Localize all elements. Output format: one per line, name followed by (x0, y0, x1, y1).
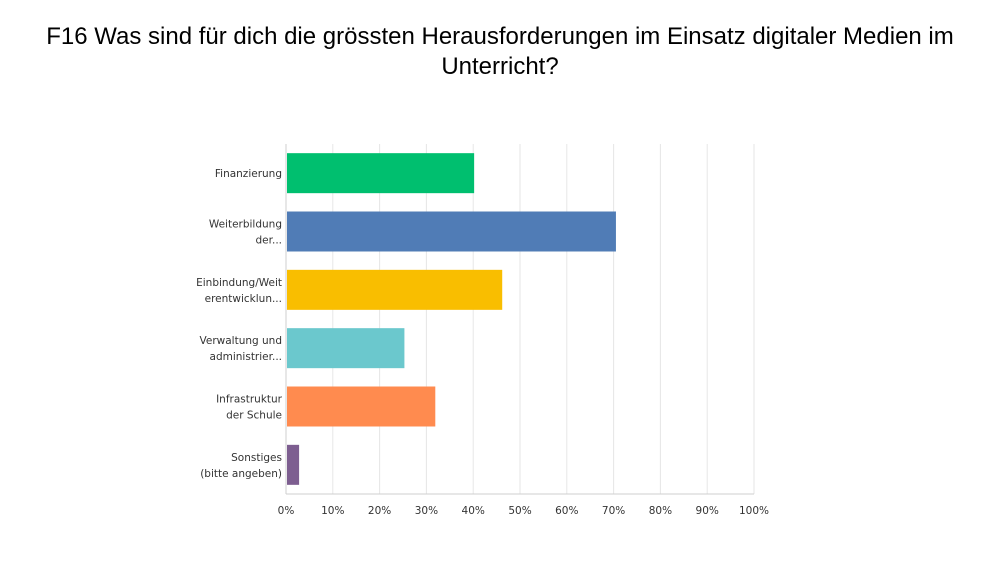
category-label: Sonstiges (231, 452, 282, 464)
category-label: Finanzierung (215, 168, 282, 180)
x-tick-label: 60% (555, 505, 578, 517)
category-label: Infrastruktur (216, 394, 283, 406)
chart-title: F16 Was sind für dich die grössten Herau… (46, 23, 954, 80)
x-tick-label: 100% (739, 505, 769, 517)
category-label: Verwaltung und (200, 335, 283, 347)
bar (287, 444, 300, 485)
x-tick-label: 50% (508, 505, 531, 517)
category-label: (bitte angeben) (200, 468, 282, 480)
category-label: erentwicklun... (205, 293, 282, 305)
x-tick-label: 10% (321, 505, 344, 517)
x-tick-label: 70% (602, 505, 625, 517)
bar (287, 153, 475, 194)
category-label: Einbindung/Weit (196, 277, 282, 289)
bar (287, 328, 405, 369)
x-tick-label: 20% (368, 505, 391, 517)
category-label: der Schule (226, 410, 282, 422)
bar (287, 386, 436, 427)
x-tick-label: 80% (649, 505, 672, 517)
category-label: administrier... (210, 351, 282, 363)
x-tick-label: 0% (278, 505, 295, 517)
category-label: Weiterbildung (209, 219, 282, 231)
bar (287, 269, 503, 310)
x-tick-label: 40% (462, 505, 485, 517)
x-tick-label: 90% (696, 505, 719, 517)
x-tick-label: 30% (415, 505, 438, 517)
category-label: der... (256, 235, 283, 247)
bar (287, 211, 616, 252)
